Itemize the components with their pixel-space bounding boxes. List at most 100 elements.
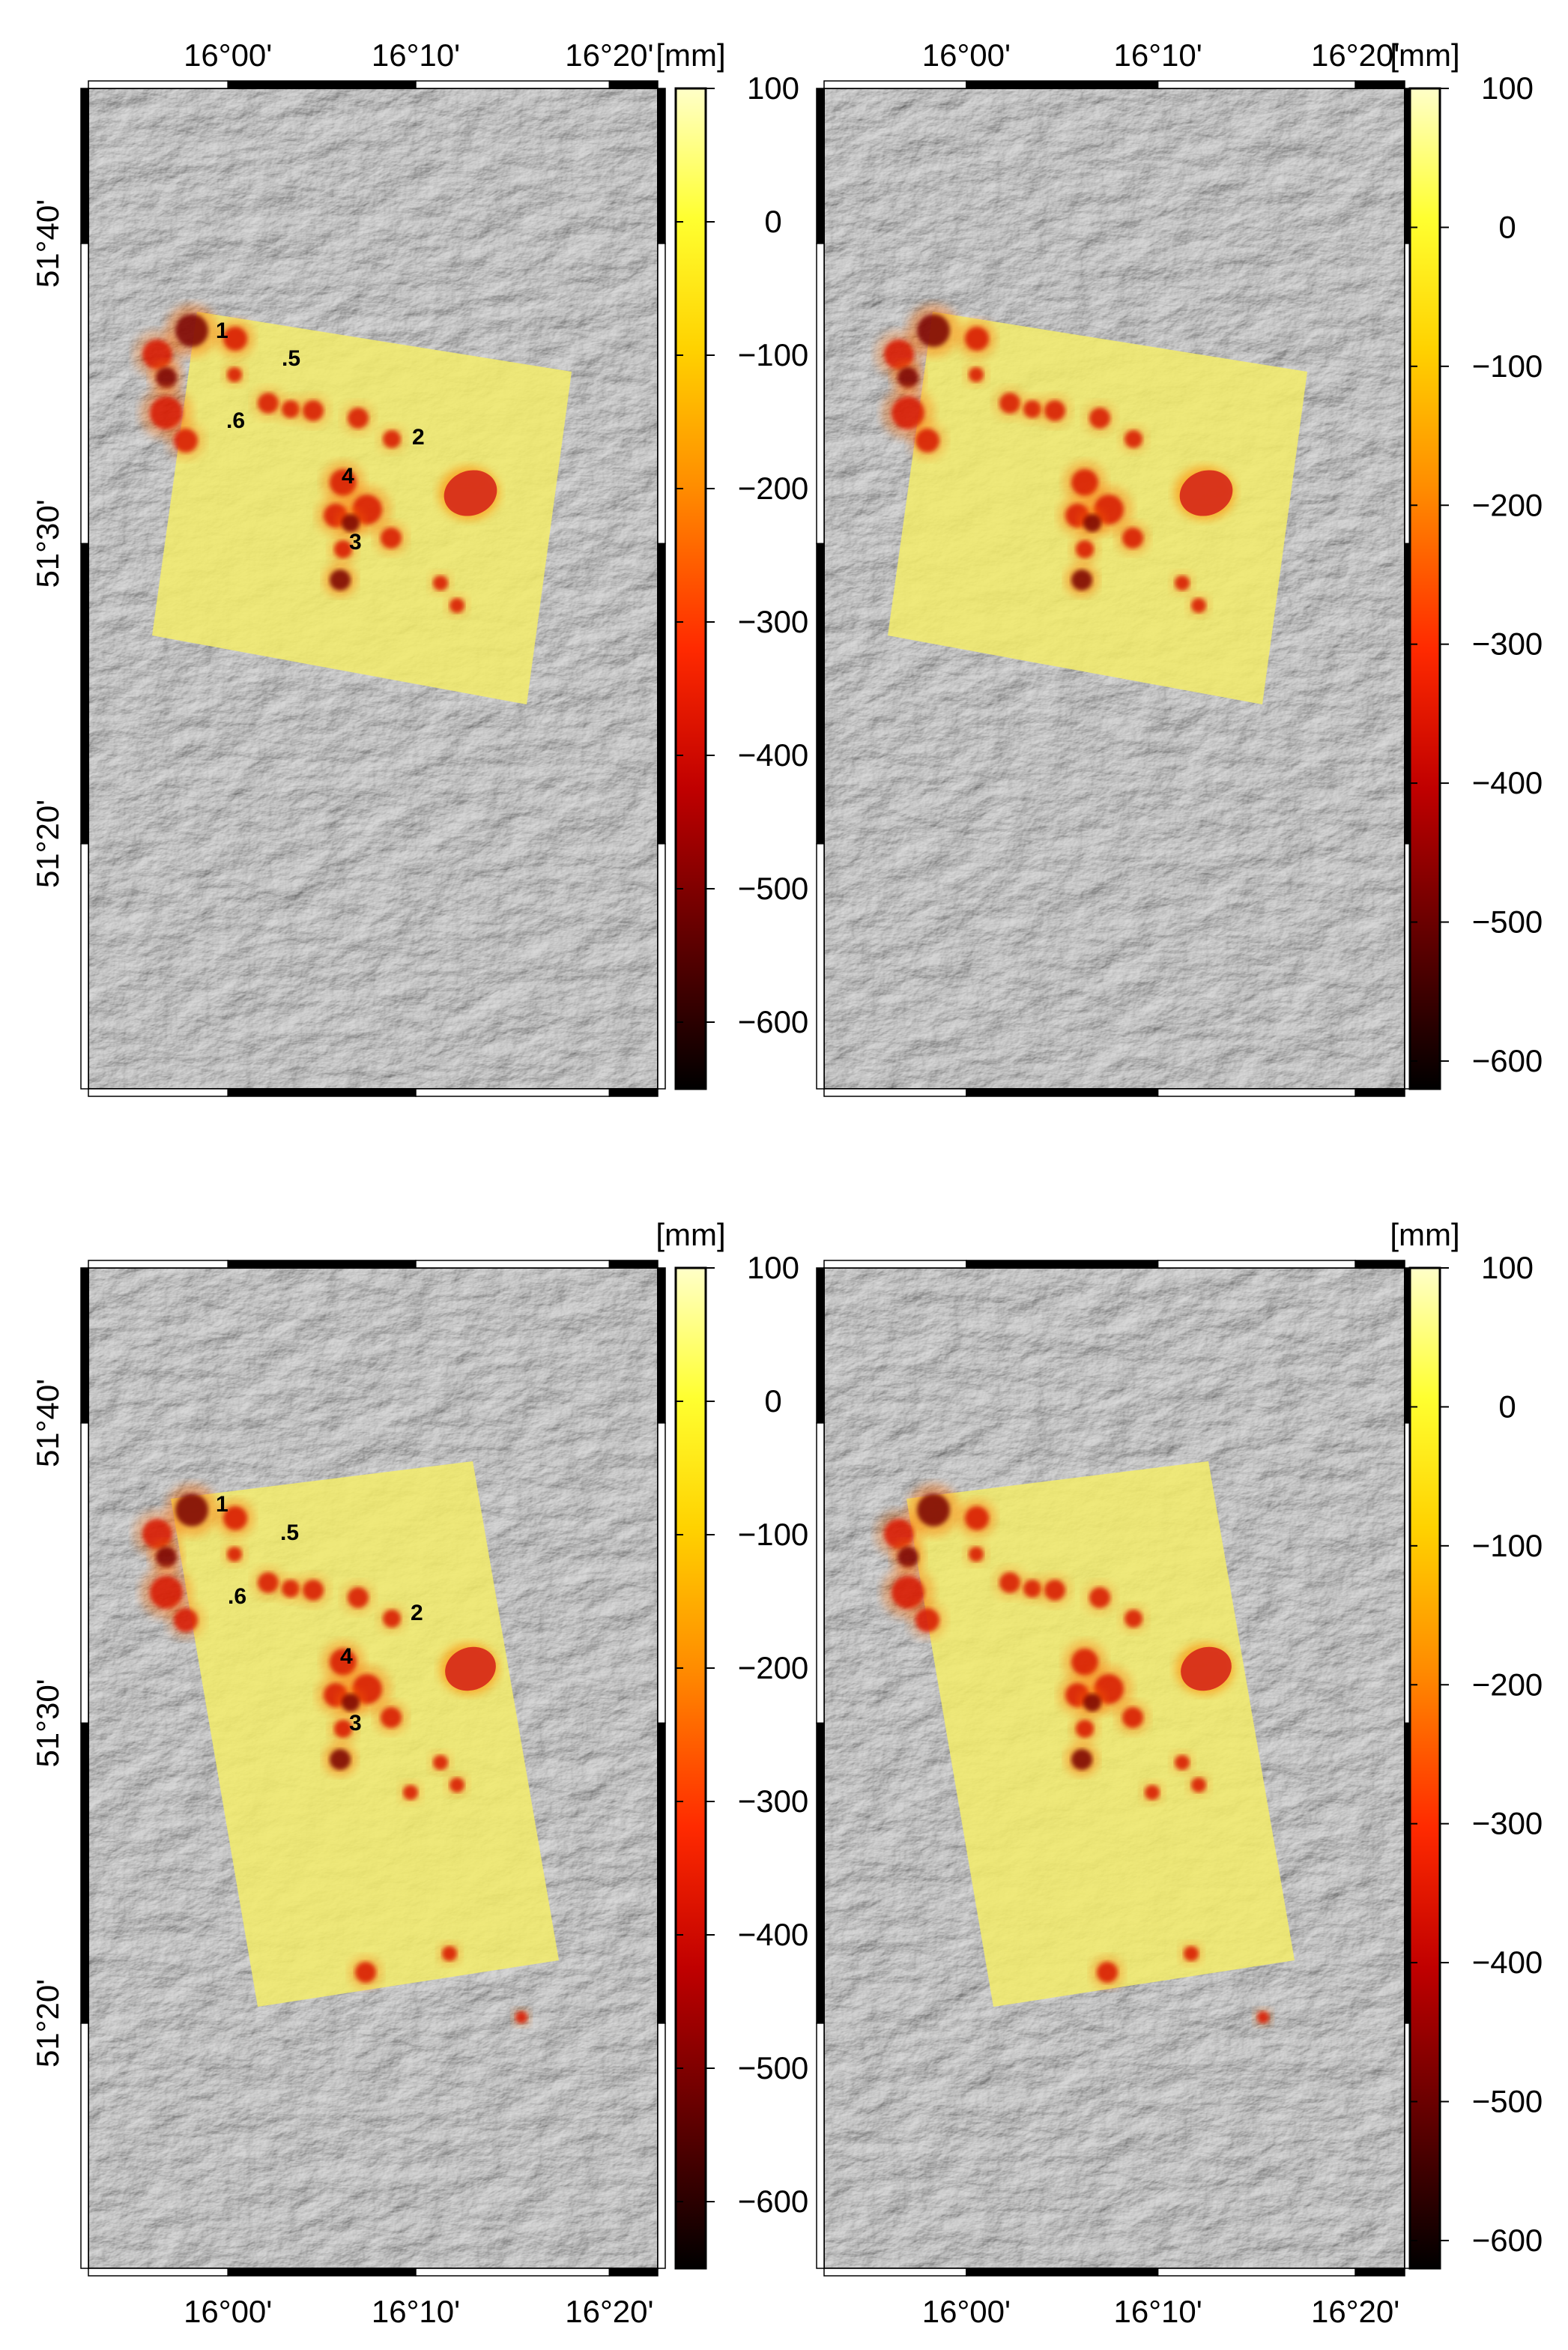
subsidence-spot <box>1083 514 1101 532</box>
colorbar-tick-label: −300 <box>738 1783 809 1819</box>
frame-segment-top <box>1157 1260 1356 1269</box>
frame-segment-left <box>816 543 825 845</box>
subsidence-spot <box>258 1572 279 1593</box>
subsidence-spot <box>303 400 324 421</box>
insar-overlay <box>133 1461 559 2027</box>
units-label: [mm] <box>1390 37 1459 73</box>
frame-segment-left <box>80 2023 89 2269</box>
subsidence-spot <box>433 576 448 590</box>
colorbar-tick-label: −600 <box>1472 2223 1543 2258</box>
subsidence-spot <box>1023 1580 1041 1598</box>
subsidence-spot <box>1071 1649 1098 1676</box>
frame-segment-top <box>966 80 1159 89</box>
frame-segment-right <box>657 1267 666 1424</box>
frame-segment-bottom <box>1354 1088 1405 1097</box>
subsidence-spot <box>999 393 1020 414</box>
subsidence-spot <box>897 1547 918 1568</box>
subsidence-spot <box>150 1576 183 1609</box>
insar-overlay <box>133 303 572 704</box>
frame-segment-left <box>816 88 825 244</box>
subsidence-spot <box>1122 528 1143 549</box>
frame-segment-right <box>657 88 666 244</box>
colorbar-tick-label: 100 <box>747 70 799 106</box>
subsidence-spot <box>156 1547 177 1568</box>
units-label: [mm] <box>1390 1217 1459 1252</box>
colorbar-tick-label: −200 <box>1472 487 1543 522</box>
frame-segment-top <box>415 1260 611 1269</box>
colorbar-tick-label: −500 <box>1472 904 1543 940</box>
colorbar-tick-label: −400 <box>1472 765 1543 800</box>
map-panel-bottom-left: 1 2 3 4 .5 .6 16°00' 16°10' 16°20' 51°40' 51°30' 51… <box>30 1217 808 2329</box>
subsidence-spot <box>334 540 352 558</box>
x-tick-label-top: 16°20' <box>565 37 653 73</box>
subsidence-spot <box>1175 576 1190 590</box>
subsidence-spot <box>1122 1707 1143 1728</box>
y-tick-label: 51°40' <box>30 1379 65 1467</box>
point-label-6: .6 <box>226 408 245 433</box>
colorbar <box>1408 1266 1441 2270</box>
frame-segment-top <box>608 1260 659 1269</box>
colorbar-tick-label: 0 <box>764 1383 781 1419</box>
colorbar-tick-label: −100 <box>1472 348 1543 384</box>
subsidence-spot <box>433 1755 448 1770</box>
frame-segment-top <box>227 1260 417 1269</box>
point-label-2: 2 <box>411 1601 423 1625</box>
subsidence-spot <box>174 1608 198 1632</box>
x-tick-label-top: 16°10' <box>372 37 460 73</box>
subsidence-spot <box>330 469 357 496</box>
colorbar-tick-label: −500 <box>738 2050 809 2085</box>
subsidence-spot <box>965 327 989 351</box>
subsidence-spot <box>1076 540 1094 558</box>
units-label: [mm] <box>656 37 725 73</box>
frame-segment-top <box>608 80 659 89</box>
point-label-5: .5 <box>282 346 300 371</box>
subsidence-spot <box>175 1493 208 1526</box>
frame-segment-bottom <box>966 1088 1159 1097</box>
frame-segment-top <box>966 1260 1159 1269</box>
subsidence-spot <box>282 400 300 418</box>
frame-segment-top <box>823 80 967 89</box>
subsidence-spot <box>897 367 918 388</box>
colorbar-tick-label: −100 <box>738 1517 809 1552</box>
insar-overlay <box>875 1461 1295 2027</box>
subsidence-spot <box>1023 400 1041 418</box>
frame-segment-top <box>227 80 417 89</box>
subsidence-spot <box>999 1572 1020 1593</box>
x-tick-label-bottom: 16°10' <box>1114 2294 1202 2329</box>
point-label-3: 3 <box>349 530 362 555</box>
subsidence-bowl <box>444 470 497 516</box>
frame-segment-top <box>1354 1260 1405 1269</box>
subsidence-spot <box>1089 1587 1110 1608</box>
subsidence-bowl <box>1181 1646 1232 1691</box>
frame-segment-bottom <box>823 2268 967 2277</box>
map-panel-top-left: 1 2 3 4 .5 .6 16°00' 16°10' 16°20' 51°40' 51°30' 51… <box>30 37 808 1097</box>
frame-segment-right <box>657 843 666 1090</box>
point-label-3: 3 <box>349 1711 362 1736</box>
subsidence-spot <box>1124 1610 1142 1628</box>
subsidence-spot <box>449 598 464 613</box>
frame-segment-top <box>88 80 228 89</box>
subsidence-spot <box>915 1608 939 1632</box>
colorbar-tick-label: 0 <box>1498 209 1516 244</box>
frame-segment-left <box>816 843 825 1090</box>
subsidence-spot <box>1097 1962 1118 1983</box>
subsidence-spot <box>449 1777 464 1792</box>
colorbar-tick-label: −100 <box>1472 1528 1543 1563</box>
subsidence-spot <box>348 1587 369 1608</box>
subsidence-spot <box>969 367 984 382</box>
subsidence-spot <box>381 1707 402 1728</box>
colorbar-tick-label: −200 <box>738 1650 809 1685</box>
frame-segment-right <box>657 243 666 545</box>
colorbar-tick-label: 100 <box>747 1250 799 1285</box>
x-tick-label-top: 16°10' <box>1114 37 1202 73</box>
point-label-5: .5 <box>280 1520 299 1545</box>
subsidence-spot <box>342 514 360 532</box>
colorbar-tick-label: −600 <box>1472 1043 1543 1078</box>
frame-segment-left <box>80 843 89 1090</box>
map-panel-top-right: 16°00' 16°10' 16°20'[mm] 100 0 −100 −200 −300 −4… <box>816 37 1543 1097</box>
subsidence-spot <box>1257 2011 1269 2023</box>
frame-segment-right <box>657 1422 666 1724</box>
frame-segment-bottom <box>415 1088 611 1097</box>
subsidence-spot <box>175 314 208 347</box>
frame-segment-bottom <box>88 1088 228 1097</box>
